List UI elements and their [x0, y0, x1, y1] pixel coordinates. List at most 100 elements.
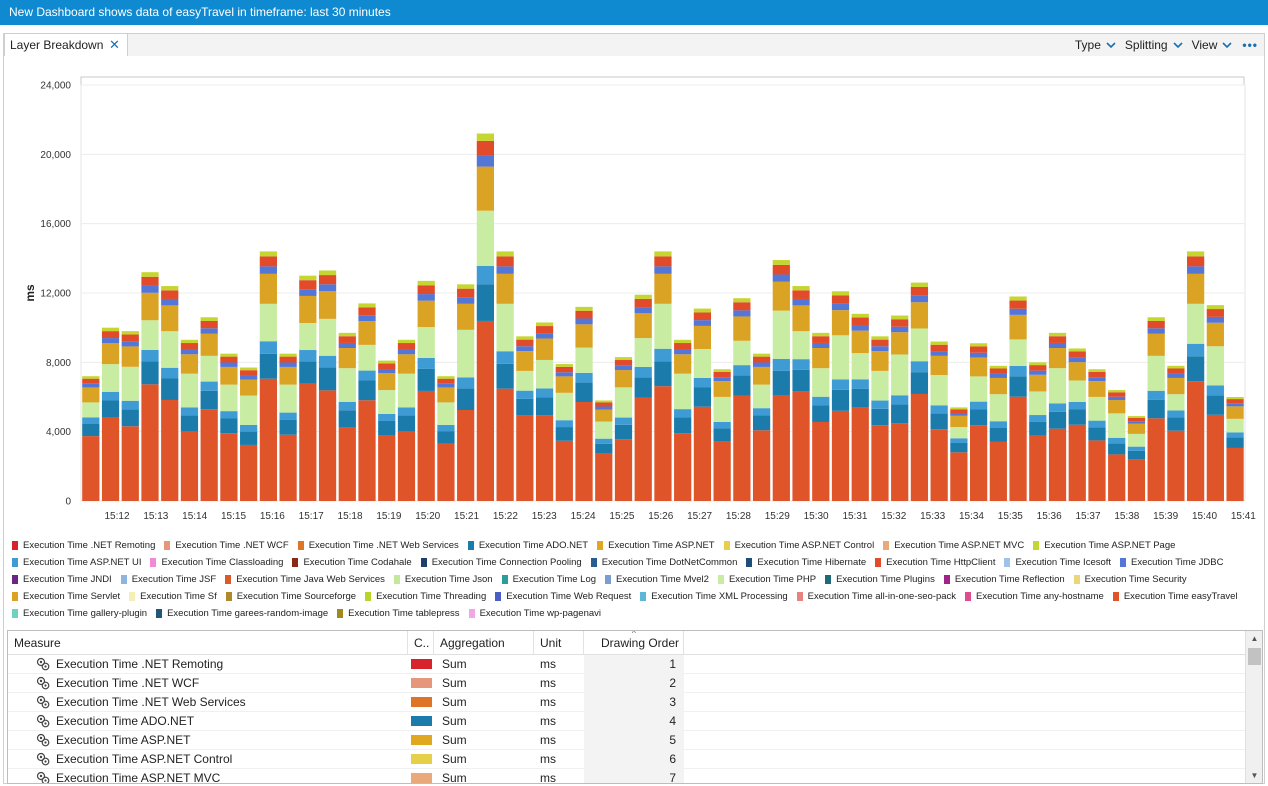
type-menu[interactable]: Type: [1075, 34, 1116, 56]
x-tick-label: 15:36: [1037, 511, 1062, 522]
legend-item[interactable]: Execution Time ADO.NET: [467, 537, 588, 554]
scrollbar-thumb[interactable]: [1248, 648, 1261, 665]
legend-item[interactable]: Execution Time JDBC: [1120, 554, 1223, 571]
legend-item[interactable]: Execution Time Connection Pooling: [420, 554, 582, 571]
view-menu[interactable]: View: [1192, 34, 1233, 56]
legend-item[interactable]: Execution Time ASP.NET Control: [723, 537, 874, 554]
legend-item[interactable]: Execution Time Java Web Services: [225, 571, 385, 588]
tab-layer-breakdown[interactable]: Layer Breakdown ✕: [4, 33, 128, 57]
legend-item[interactable]: Execution Time easyTravel: [1112, 588, 1238, 605]
scroll-down-icon[interactable]: ▼: [1250, 771, 1259, 780]
legend-item[interactable]: Execution Time HttpClient: [875, 554, 995, 571]
bar-segment: [535, 322, 554, 327]
column-header-drawing-order[interactable]: ^ Drawing Order: [584, 631, 684, 655]
legend-item[interactable]: Execution Time Codahale: [292, 554, 412, 571]
legend-item[interactable]: Execution Time PHP: [717, 571, 816, 588]
legend-item[interactable]: Execution Time ASP.NET UI: [12, 554, 141, 571]
legend-item[interactable]: Execution Time JNDI: [12, 571, 112, 588]
legend-item[interactable]: Execution Time Threading: [365, 588, 486, 605]
color-cell[interactable]: [408, 716, 434, 726]
bar-segment: [1088, 377, 1106, 382]
legend-item[interactable]: Execution Time Classloading: [150, 554, 283, 571]
measure-name: Execution Time .NET WCF: [56, 676, 200, 690]
legend-label: Execution Time ASP.NET: [608, 540, 715, 551]
color-cell[interactable]: [408, 678, 434, 688]
scroll-up-icon[interactable]: ▲: [1250, 634, 1259, 643]
bar-segment: [1187, 273, 1205, 304]
bar-segment: [1226, 432, 1244, 438]
legend-item[interactable]: Execution Time Mvel2: [605, 571, 709, 588]
color-cell[interactable]: [408, 735, 434, 745]
color-cell[interactable]: [408, 754, 434, 764]
legend-item[interactable]: Execution Time Reflection: [943, 571, 1065, 588]
bar-segment: [930, 375, 948, 406]
bar-segment: [535, 333, 554, 339]
legend-item[interactable]: Execution Time ASP.NET Page: [1033, 537, 1175, 554]
bar-segment: [891, 354, 909, 396]
bar-segment: [1068, 424, 1086, 501]
more-options-icon[interactable]: •••: [1242, 38, 1258, 52]
bar-segment: [318, 367, 337, 391]
bar-segment: [180, 349, 199, 355]
legend-swatch: [883, 541, 890, 550]
drawing-order-cell: 6: [584, 749, 684, 769]
legend-item[interactable]: Execution Time JSF: [120, 571, 216, 588]
legend-swatch: [640, 592, 647, 601]
bar-segment: [1226, 447, 1244, 501]
legend-item[interactable]: Execution Time Security: [1073, 571, 1187, 588]
table-row[interactable]: Execution Time .NET Web Services Sum ms 3: [8, 692, 1246, 712]
table-row[interactable]: Execution Time .NET Remoting Sum ms 1: [8, 654, 1246, 674]
bar-segment: [1108, 390, 1126, 393]
column-header-aggregation[interactable]: Aggregation: [434, 631, 534, 655]
bar-segment: [1048, 342, 1067, 348]
legend-item[interactable]: Execution Time Log: [501, 571, 596, 588]
x-tick-label: 15:16: [260, 511, 285, 522]
bar-segment: [358, 307, 376, 316]
drawing-order-cell: 1: [584, 654, 684, 674]
legend-item[interactable]: Execution Time Sf: [129, 588, 217, 605]
legend-item[interactable]: Execution Time ASP.NET MVC: [883, 537, 1024, 554]
table-row[interactable]: Execution Time ADO.NET Sum ms 4: [8, 711, 1246, 731]
bar-segment: [180, 354, 199, 374]
bar-segment: [279, 362, 297, 367]
legend-item[interactable]: Execution Time DotNetCommon: [590, 554, 737, 571]
legend-item[interactable]: Execution Time Servlet: [12, 588, 120, 605]
bar-segment: [713, 371, 731, 378]
x-tick-label: 15:15: [221, 511, 246, 522]
close-icon[interactable]: ✕: [109, 37, 120, 52]
vertical-scrollbar[interactable]: ▲ ▼: [1245, 631, 1262, 783]
legend-item[interactable]: Execution Time .NET Web Services: [297, 537, 459, 554]
column-header-measure[interactable]: Measure: [8, 631, 408, 655]
legend-item[interactable]: Execution Time Plugins: [825, 571, 935, 588]
bar-segment: [1147, 399, 1165, 419]
legend-item[interactable]: Execution Time .NET WCF: [164, 537, 289, 554]
table-row[interactable]: Execution Time ASP.NET MVC Sum ms 7: [8, 768, 1246, 783]
bar-segment: [812, 336, 830, 343]
splitting-menu[interactable]: Splitting: [1125, 34, 1183, 56]
table-row[interactable]: Execution Time ASP.NET Control Sum ms 6: [8, 749, 1246, 769]
legend-item[interactable]: Execution Time Hibernate: [746, 554, 866, 571]
legend-item[interactable]: Execution Time tablepress: [337, 605, 460, 622]
table-row[interactable]: Execution Time .NET WCF Sum ms 2: [8, 673, 1246, 693]
legend-item[interactable]: Execution Time Sourceforge: [225, 588, 356, 605]
legend-item[interactable]: Execution Time .NET Remoting: [12, 537, 155, 554]
bar-segment: [437, 387, 455, 403]
legend-item[interactable]: Execution Time Json: [393, 571, 493, 588]
legend-item[interactable]: Execution Time garees-random-image: [156, 605, 328, 622]
column-header-unit[interactable]: Unit: [534, 631, 584, 655]
legend-item[interactable]: Execution Time any-hostname: [965, 588, 1104, 605]
color-cell[interactable]: [408, 773, 434, 783]
legend-item[interactable]: Execution Time gallery-plugin: [12, 605, 147, 622]
legend-item[interactable]: Execution Time Web Request: [495, 588, 631, 605]
legend-item[interactable]: Execution Time ASP.NET: [597, 537, 715, 554]
color-swatch: [410, 659, 432, 669]
bar-segment: [1226, 399, 1244, 404]
legend-item[interactable]: Execution Time XML Processing: [640, 588, 788, 605]
column-header-color[interactable]: C..: [408, 631, 434, 655]
legend-item[interactable]: Execution Time all-in-one-seo-pack: [796, 588, 956, 605]
legend-item[interactable]: Execution Time Icesoft: [1004, 554, 1111, 571]
legend-item[interactable]: Execution Time wp-pagenavi: [468, 605, 601, 622]
table-row[interactable]: Execution Time ASP.NET Sum ms 5: [8, 730, 1246, 750]
color-cell[interactable]: [408, 659, 434, 669]
color-cell[interactable]: [408, 697, 434, 707]
